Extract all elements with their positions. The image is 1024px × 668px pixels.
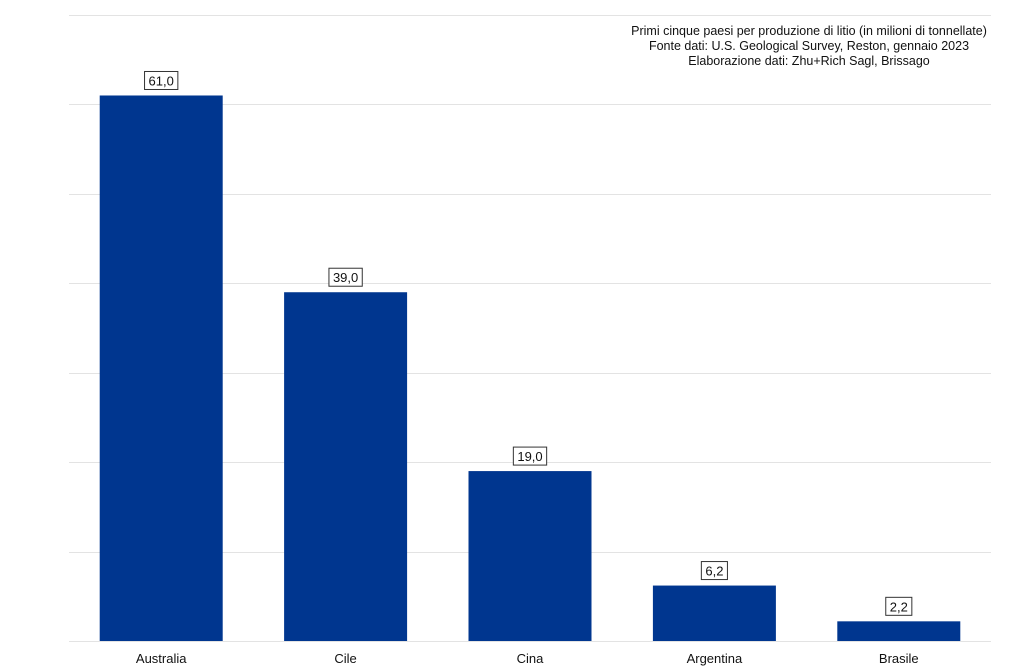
x-tick-label: Cina — [517, 651, 545, 666]
data-label: 61,0 — [144, 70, 179, 90]
chart-title: Primi cinque paesi per produzione di lit… — [631, 24, 987, 38]
data-label-text: 6,2 — [705, 564, 723, 579]
data-label-text: 2,2 — [890, 599, 908, 614]
bar-brasile — [837, 621, 961, 641]
data-label-box — [700, 561, 728, 581]
data-label-text: 39,0 — [333, 270, 358, 285]
data-label-box — [885, 596, 913, 616]
bars — [99, 95, 961, 641]
x-tick-label: Brasile — [879, 651, 919, 666]
bar-cina — [468, 471, 592, 641]
chart-caption: Primi cinque paesi per produzione di lit… — [599, 24, 1019, 69]
chart-credit: Elaborazione dati: Zhu+Rich Sagl, Brissa… — [688, 54, 930, 68]
x-tick-label: Australia — [136, 651, 187, 666]
x-tick-label: Argentina — [687, 651, 743, 666]
data-labels: 61,0 39,0 19,0 6,2 2,2 — [144, 70, 913, 616]
bar-argentina — [652, 585, 776, 641]
data-label-text: 19,0 — [517, 449, 542, 464]
data-label: 2,2 — [885, 596, 913, 616]
bar-australia — [99, 95, 223, 641]
data-label-box — [328, 267, 363, 287]
data-label: 39,0 — [328, 267, 363, 287]
data-label: 19,0 — [512, 446, 548, 466]
data-label-box — [512, 446, 548, 466]
bar-cile — [284, 292, 408, 641]
chart-source: Fonte dati: U.S. Geological Survey, Rest… — [648, 39, 970, 53]
data-label-text: 61,0 — [149, 73, 174, 88]
data-label: 6,2 — [700, 561, 728, 581]
data-label-box — [144, 70, 179, 90]
x-tick-label: Cile — [334, 651, 356, 666]
x-axis-tick-labels: Australia Cile Cina Argentina Brasile — [136, 651, 919, 666]
